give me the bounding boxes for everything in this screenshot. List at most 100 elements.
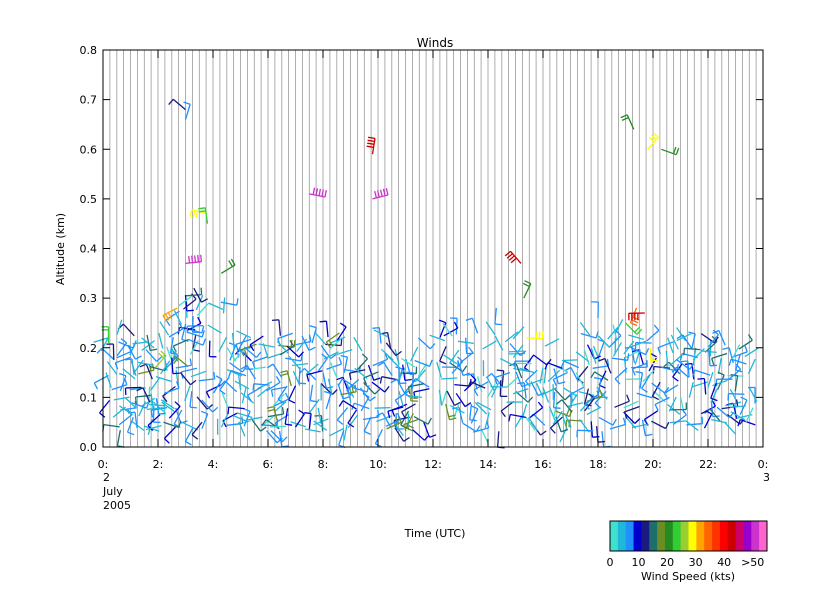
wind-barb-point bbox=[628, 312, 645, 321]
barb-flag bbox=[496, 369, 504, 372]
wind-barb bbox=[122, 368, 136, 380]
wind-barb-point bbox=[406, 394, 423, 399]
barb-staff bbox=[748, 387, 758, 402]
barb-staff bbox=[175, 355, 189, 368]
barb-staff bbox=[607, 326, 619, 340]
barb-staff bbox=[630, 340, 647, 348]
wind-barb bbox=[313, 420, 328, 431]
barb-staff bbox=[684, 347, 701, 351]
barb-flag bbox=[300, 353, 303, 362]
wind-barb-point bbox=[183, 101, 191, 120]
barb-staff bbox=[322, 372, 327, 389]
wind-barb bbox=[417, 337, 436, 350]
wind-barb bbox=[343, 424, 348, 441]
wind-barb bbox=[284, 408, 293, 426]
wind-barb bbox=[547, 369, 561, 382]
wind-barb bbox=[737, 418, 756, 427]
barb-staff bbox=[592, 365, 609, 369]
wind-barb bbox=[233, 415, 249, 423]
colorbar-swatch bbox=[735, 521, 744, 551]
wind-barb-point bbox=[198, 207, 209, 224]
wind-barb bbox=[445, 403, 457, 421]
barb-staff bbox=[145, 349, 158, 362]
barb-staff bbox=[326, 332, 340, 343]
wind-barb bbox=[414, 359, 433, 368]
barb-staff bbox=[552, 410, 563, 425]
start-month-label: July bbox=[102, 485, 123, 498]
wind-barb bbox=[406, 371, 415, 389]
colorbar-label: Wind Speed (kts) bbox=[641, 570, 735, 583]
barb-staff bbox=[734, 375, 739, 392]
wind-barb bbox=[544, 362, 563, 370]
barb-flag bbox=[135, 355, 142, 360]
barb-staff bbox=[543, 367, 547, 384]
barb-flag bbox=[167, 312, 173, 320]
wind-barb bbox=[304, 412, 312, 430]
barb-staff bbox=[186, 331, 203, 338]
wind-barb bbox=[612, 324, 618, 341]
barb-staff bbox=[328, 427, 344, 437]
barb-staff bbox=[711, 418, 727, 424]
barb-flag bbox=[382, 188, 386, 196]
barb-staff bbox=[501, 370, 505, 387]
barb-staff bbox=[596, 386, 608, 400]
wind-barb bbox=[496, 431, 505, 449]
wind-barb bbox=[725, 401, 742, 407]
barb-flag bbox=[275, 376, 281, 383]
barb-staff bbox=[171, 357, 174, 374]
wind-barb bbox=[494, 335, 504, 351]
wind-barb bbox=[579, 322, 591, 336]
barb-flag bbox=[540, 430, 547, 436]
barb-flag bbox=[249, 344, 255, 352]
barb-staff bbox=[178, 295, 192, 307]
barb-staff bbox=[380, 348, 394, 361]
wind-barb-point bbox=[671, 366, 690, 378]
barb-flag bbox=[158, 412, 166, 415]
barb-flag bbox=[486, 421, 490, 429]
wind-barb bbox=[111, 378, 128, 391]
wind-barb bbox=[398, 390, 404, 407]
barb-flag bbox=[379, 189, 383, 197]
wind-barb bbox=[462, 422, 481, 433]
wind-barb bbox=[703, 410, 713, 429]
barb-flag bbox=[236, 298, 239, 306]
barb-flag bbox=[612, 418, 617, 426]
end-day-label: 3 bbox=[763, 471, 770, 484]
wind-barb bbox=[449, 405, 465, 414]
barb-flag bbox=[324, 189, 327, 198]
colorbar-swatch bbox=[719, 521, 729, 551]
barb-staff bbox=[676, 327, 687, 342]
wind-barb bbox=[218, 336, 228, 352]
barb-staff bbox=[247, 386, 262, 396]
barb-flag bbox=[615, 330, 622, 337]
barb-staff bbox=[476, 401, 492, 411]
wind-barb bbox=[319, 320, 329, 338]
barb-flag bbox=[194, 255, 197, 263]
barb-flag bbox=[396, 412, 401, 420]
barb-staff bbox=[707, 372, 714, 388]
barb-flag bbox=[369, 396, 376, 402]
barb-flag bbox=[679, 353, 683, 361]
barb-staff bbox=[513, 367, 530, 373]
wind-barb bbox=[410, 346, 419, 362]
barb-staff bbox=[116, 319, 123, 336]
barb-staff bbox=[195, 294, 204, 311]
wind-barb bbox=[106, 343, 115, 361]
barb-staff bbox=[718, 330, 726, 346]
barb-flag bbox=[728, 358, 732, 366]
barb-flag bbox=[219, 380, 226, 387]
barb-staff bbox=[646, 329, 660, 342]
barb-staff bbox=[631, 366, 648, 369]
barb-staff bbox=[472, 373, 478, 390]
colorbar-tick-label: >50 bbox=[741, 556, 764, 569]
wind-barb bbox=[367, 364, 381, 381]
wind-barb bbox=[539, 367, 544, 384]
barb-flag bbox=[711, 399, 716, 407]
barb-staff bbox=[181, 367, 198, 373]
barb-staff bbox=[745, 407, 754, 423]
barb-flag bbox=[201, 330, 205, 338]
barb-flag bbox=[405, 427, 413, 432]
wind-barb bbox=[651, 420, 670, 430]
wind-barb bbox=[530, 381, 545, 397]
barb-flag bbox=[170, 352, 178, 355]
